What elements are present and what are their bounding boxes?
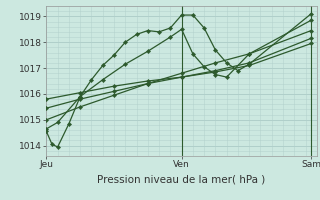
- X-axis label: Pression niveau de la mer( hPa ): Pression niveau de la mer( hPa ): [98, 175, 266, 185]
